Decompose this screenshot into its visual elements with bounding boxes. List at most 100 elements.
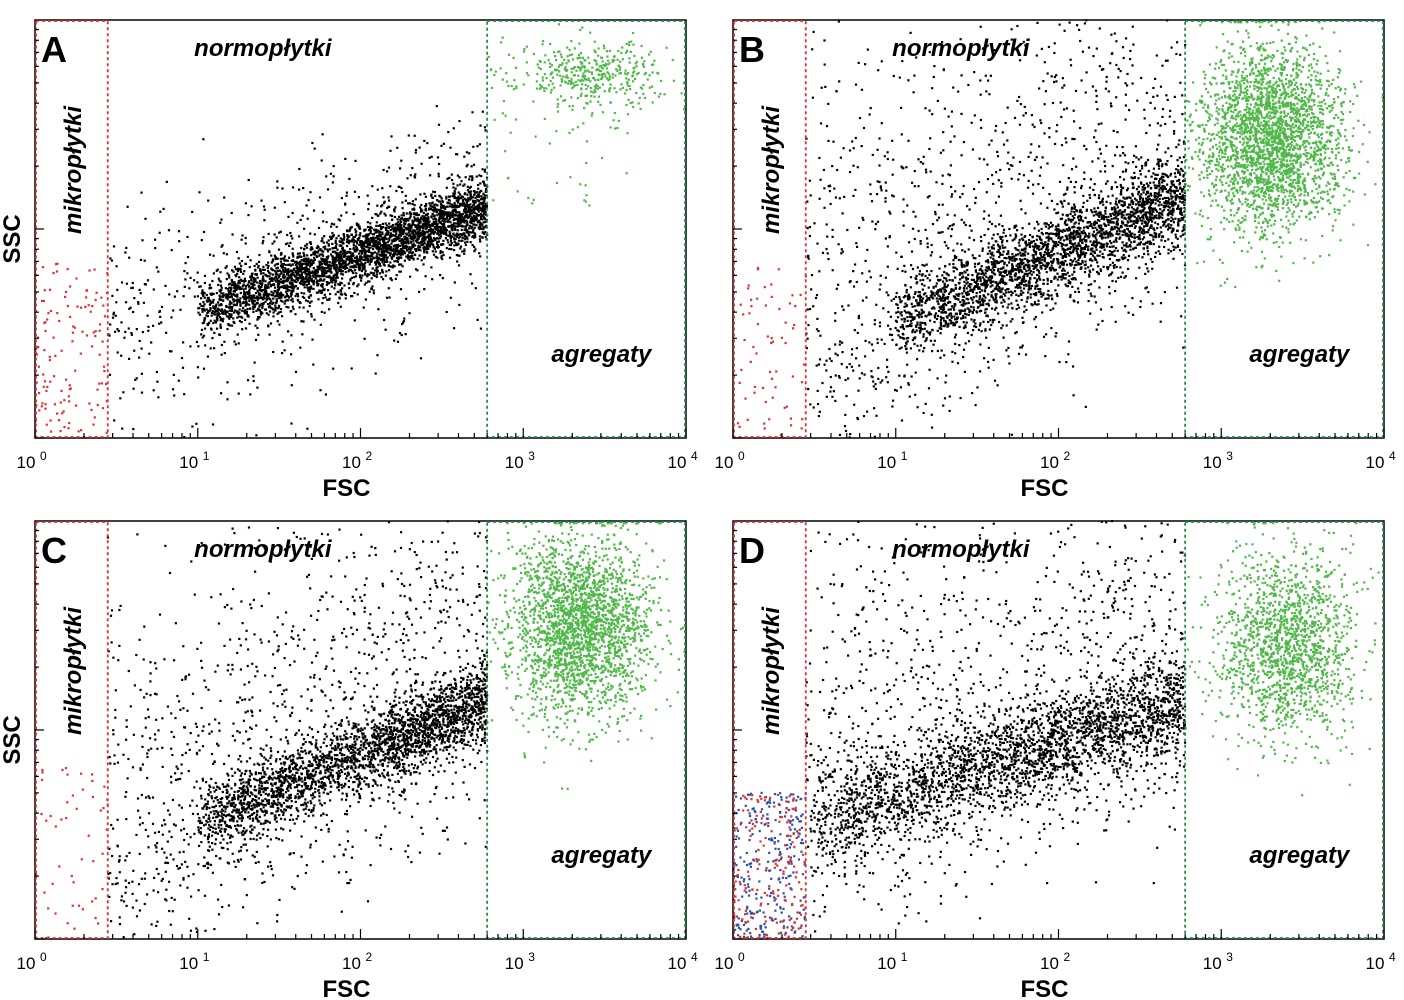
normo-point	[282, 281, 285, 284]
normo-point	[234, 343, 237, 346]
agg-point	[594, 90, 597, 93]
normo-point	[284, 268, 288, 271]
normo-point	[320, 274, 323, 277]
normo-point	[396, 248, 399, 251]
normo-point	[1132, 212, 1135, 215]
normo-point	[384, 234, 387, 237]
normo-point	[213, 319, 216, 322]
normo-point	[371, 237, 374, 240]
normo-point	[1092, 250, 1095, 253]
normo-point	[460, 217, 463, 221]
agg-point	[627, 98, 630, 101]
normo-point	[992, 244, 995, 247]
normo-point	[1028, 245, 1031, 248]
normo-point	[1041, 246, 1044, 249]
normo-point	[425, 225, 429, 228]
normo-point	[455, 222, 458, 225]
normo-point	[912, 328, 915, 331]
normo-point	[310, 313, 313, 316]
normo-point	[353, 276, 356, 279]
normo-point	[302, 251, 305, 255]
agg-point	[611, 76, 614, 79]
normo-point	[268, 333, 271, 336]
normo-point	[223, 340, 226, 343]
micro-point	[87, 304, 90, 307]
normo-point	[1063, 269, 1066, 272]
agg-point	[626, 132, 629, 135]
normo-point	[484, 210, 487, 214]
agg-point	[614, 74, 617, 77]
normo-point	[319, 266, 323, 270]
normo-point	[1067, 253, 1070, 256]
normo-point	[266, 275, 269, 278]
normo-point	[233, 286, 237, 289]
normo-point	[418, 254, 421, 257]
normo-point	[393, 208, 396, 211]
normo-point	[411, 230, 415, 233]
normo-point	[411, 219, 414, 222]
normo-point	[267, 269, 270, 273]
normo-point	[344, 266, 347, 270]
normo-point	[369, 225, 372, 228]
normo-point	[464, 192, 467, 195]
normo-point	[395, 228, 398, 231]
normo-point	[342, 255, 345, 259]
normo-point	[313, 272, 316, 275]
normo-point	[1073, 222, 1076, 225]
normo-point	[1108, 274, 1111, 277]
normo-point	[307, 300, 310, 303]
normo-point	[236, 333, 239, 336]
normo-point	[396, 223, 399, 226]
normo-point	[268, 275, 271, 278]
normo-point	[952, 249, 955, 252]
normo-point	[340, 272, 343, 275]
agg-point	[613, 55, 616, 58]
normo-point	[326, 275, 329, 278]
normo-point	[381, 268, 384, 271]
normo-point	[449, 221, 452, 224]
normo-point	[309, 265, 312, 268]
normo-point	[485, 202, 488, 205]
normo-point	[453, 192, 457, 195]
micro-point	[44, 407, 47, 410]
normo-point	[363, 250, 366, 253]
normo-point	[375, 268, 378, 271]
normo-point	[327, 244, 330, 247]
normo-point	[230, 283, 234, 287]
normo-point	[369, 241, 372, 245]
normo-point	[201, 310, 204, 313]
normo-point	[321, 253, 324, 256]
normo-point	[982, 299, 985, 302]
agg-point	[571, 104, 575, 108]
normo-point	[364, 269, 367, 272]
normo-point	[315, 271, 318, 274]
normo-point	[231, 305, 234, 309]
normo-point	[428, 220, 431, 223]
normo-point	[328, 267, 331, 271]
normo-point	[437, 245, 440, 249]
normo-point	[287, 330, 290, 333]
normo-point	[408, 246, 411, 249]
normo-point	[280, 296, 283, 299]
micro-point	[72, 325, 75, 328]
normo-point	[370, 227, 373, 230]
normo-point	[405, 212, 408, 215]
normo-point	[299, 218, 302, 221]
normo-point	[982, 303, 985, 307]
micro-point	[40, 405, 43, 408]
normo-point	[354, 159, 357, 162]
normo-point	[451, 205, 454, 209]
normo-point	[307, 260, 310, 263]
normo-point	[458, 212, 461, 215]
micro-point	[92, 331, 95, 334]
normo-point	[196, 366, 199, 369]
normo-point	[202, 334, 206, 337]
normo-point	[376, 188, 379, 191]
normo-point	[469, 209, 472, 212]
normo-point	[308, 276, 311, 279]
normo-point	[363, 264, 366, 267]
micro-point	[68, 384, 71, 387]
normo-point	[131, 286, 134, 289]
normo-point	[317, 291, 320, 294]
normo-point	[275, 290, 278, 293]
